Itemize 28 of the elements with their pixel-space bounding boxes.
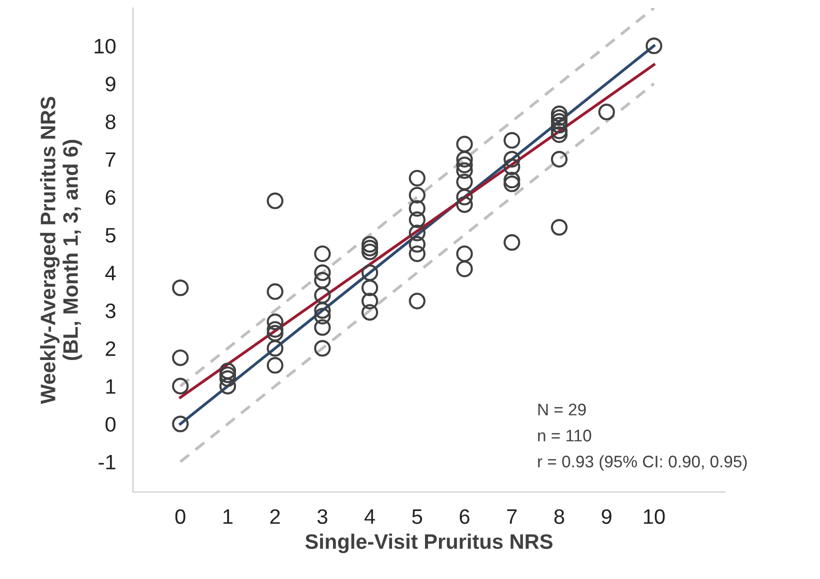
y-tick-label: 8	[106, 114, 116, 130]
x-tick-label: 8	[554, 509, 564, 524]
y-tick-label: 6	[106, 190, 116, 205]
y-tick-label: 9	[106, 76, 116, 92]
x-tick-label: 10	[644, 509, 665, 524]
y-tick-label: 5	[106, 228, 116, 243]
x-axis-title: Single-Visit Pruritus NRS	[305, 534, 552, 554]
annotation: r = 0.93 (95% CI: 0.90, 0.95)	[538, 455, 747, 471]
x-tick-label: 3	[317, 509, 328, 524]
y-tick-label: 10	[94, 38, 116, 54]
annotation: N = 29	[538, 404, 586, 416]
x-tick-label: 4	[364, 509, 375, 524]
y-tick-label: 0	[106, 416, 116, 432]
x-tick-label: 7	[507, 509, 517, 524]
y-tick-label: -1	[98, 454, 116, 470]
annotation: n = 110	[538, 430, 592, 442]
y-tick-label: 1	[106, 379, 116, 394]
x-tick-label: 5	[412, 509, 422, 524]
y-axis-title: Weekly-Averaged Pruritus NRS (BL, Month 1, 3, and 6)	[40, 96, 82, 404]
y-tick-label: 4	[105, 266, 116, 280]
x-tick-label: 6	[460, 509, 470, 524]
x-tick-label: 0	[175, 509, 186, 524]
y-tick-label: 3	[106, 304, 116, 318]
y-tick-label: 7	[106, 152, 116, 167]
y-tick-label: 2	[106, 341, 116, 356]
x-tick-label: 2	[270, 509, 280, 524]
x-tick-label: 1	[224, 509, 232, 524]
x-tick-label: 9	[602, 509, 612, 524]
